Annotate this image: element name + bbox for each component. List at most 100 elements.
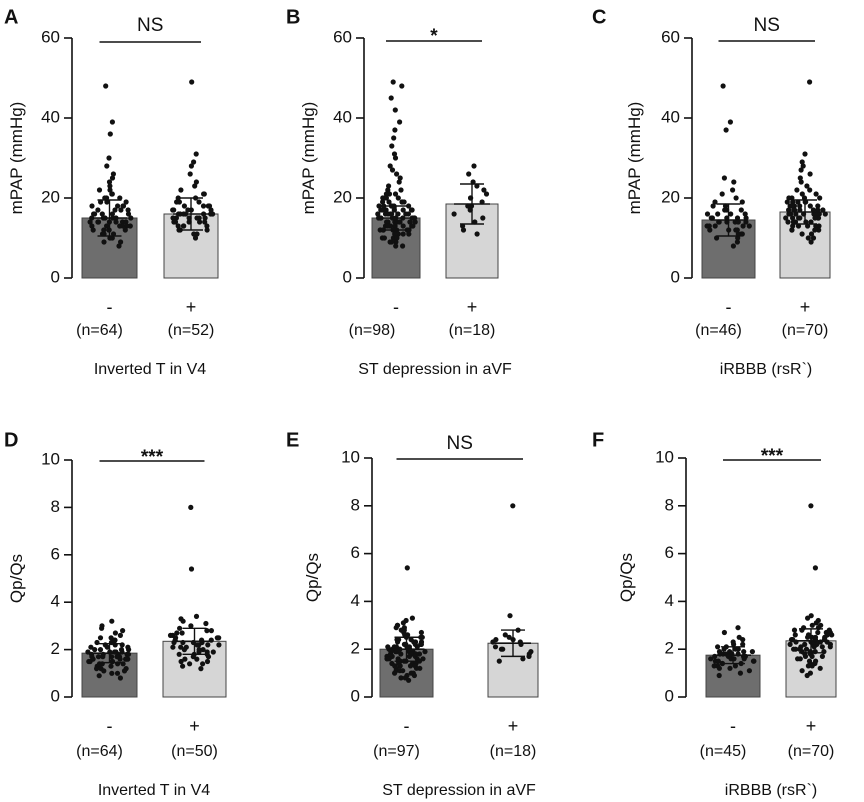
data-point-c-positive <box>815 203 821 209</box>
data-point-e-negative <box>386 656 392 662</box>
y-axis-title-a: mPAP (mmHg) <box>7 102 26 215</box>
data-point-c-negative <box>735 231 741 237</box>
data-point-c-positive <box>807 171 813 177</box>
data-point-b-negative <box>397 219 403 225</box>
data-point-b-negative <box>394 171 400 177</box>
data-point-a-positive <box>201 191 207 197</box>
y-tick-label-d-8: 8 <box>51 497 60 516</box>
data-point-a-positive <box>191 231 197 237</box>
data-point-c-positive <box>810 235 817 241</box>
data-point-c-positive <box>785 219 791 225</box>
data-point-c-positive <box>804 183 810 189</box>
data-point-c-positive <box>784 199 790 205</box>
category-label-c-0: - <box>726 297 732 317</box>
data-point-a-negative <box>96 187 103 193</box>
data-point-e-negative <box>395 639 401 645</box>
data-point-d-positive <box>181 647 187 653</box>
data-point-d-positive <box>205 654 212 660</box>
y-tick-label-a-20: 20 <box>41 187 60 206</box>
data-point-b-negative <box>386 199 392 205</box>
data-point-e-positive <box>506 634 512 640</box>
n-label-a-0: (n=64) <box>76 322 123 339</box>
data-point-e-negative <box>398 651 404 657</box>
data-point-a-negative <box>109 191 115 197</box>
data-point-a-positive <box>193 151 199 157</box>
data-point-a-negative <box>95 207 101 213</box>
n-label-d-0: (n=64) <box>76 743 123 760</box>
data-point-c-positive <box>807 187 813 193</box>
data-point-a-negative <box>113 219 119 225</box>
data-point-e-negative <box>413 665 420 671</box>
data-point-c-positive <box>812 215 818 221</box>
data-point-b-negative <box>385 223 391 229</box>
data-point-a-positive <box>204 227 210 233</box>
data-point-c-positive <box>799 191 805 197</box>
data-point-c-negative <box>727 119 734 125</box>
significance-label-d: *** <box>141 447 164 468</box>
n-label-e-1: (n=18) <box>490 743 537 760</box>
data-point-f-positive <box>805 615 811 621</box>
y-tick-label-f-2: 2 <box>665 639 674 658</box>
data-point-b-negative <box>380 207 386 213</box>
data-point-d-negative <box>97 635 104 641</box>
data-point-b-negative <box>398 187 404 193</box>
data-point-d-positive <box>179 630 185 636</box>
n-label-b-0: (n=98) <box>349 322 396 339</box>
data-point-c-negative <box>707 227 713 233</box>
data-point-b-negative <box>392 107 398 113</box>
data-point-f-positive <box>819 653 826 660</box>
data-point-e-positive <box>500 646 506 652</box>
data-point-a-positive <box>208 207 214 213</box>
data-point-f-negative <box>711 663 717 669</box>
data-point-c-negative <box>734 227 740 233</box>
data-point-e-positive <box>496 658 502 664</box>
data-point-c-positive <box>808 219 814 225</box>
data-point-f-positive <box>813 620 819 626</box>
data-point-a-positive <box>175 223 181 229</box>
data-point-a-positive <box>188 163 194 169</box>
data-point-b-negative <box>399 83 405 89</box>
y-tick-label-e-8: 8 <box>351 495 360 514</box>
y-tick-label-e-2: 2 <box>351 639 360 658</box>
data-point-f-negative <box>732 663 739 669</box>
data-point-d-negative <box>124 656 130 662</box>
data-point-a-positive <box>197 219 203 225</box>
data-point-d-positive <box>180 663 186 669</box>
data-point-c-negative <box>730 243 737 249</box>
data-point-c-positive <box>786 195 792 201</box>
data-point-a-negative <box>117 223 123 229</box>
data-point-c-negative <box>712 223 718 229</box>
y-axis-title-f: Qp/Qs <box>617 553 636 602</box>
data-point-c-negative <box>719 191 725 197</box>
data-point-c-positive <box>798 179 804 185</box>
data-point-c-positive <box>799 159 805 165</box>
data-point-d-positive <box>204 658 211 665</box>
data-point-b-negative <box>388 95 394 101</box>
data-point-d-negative <box>126 647 132 653</box>
data-point-b-negative <box>395 195 401 201</box>
data-point-b-negative <box>408 207 414 213</box>
data-point-c-positive <box>789 227 795 233</box>
data-point-f-negative <box>746 668 753 674</box>
y-tick-label-e-10: 10 <box>341 447 360 466</box>
data-point-c-negative <box>731 179 737 185</box>
y-tick-label-c-60: 60 <box>661 27 680 46</box>
data-point-d-positive <box>177 625 183 631</box>
data-point-a-positive <box>210 211 216 217</box>
data-point-c-negative <box>738 207 744 213</box>
data-point-b-negative <box>383 191 389 197</box>
data-point-f-negative <box>708 656 714 662</box>
data-point-f-positive <box>811 644 817 650</box>
data-point-a-negative <box>123 199 129 205</box>
data-point-b-negative <box>406 231 412 237</box>
data-point-a-positive <box>181 203 187 209</box>
data-point-e-negative <box>418 634 424 640</box>
data-point-b-positive <box>472 219 478 225</box>
data-point-c-positive <box>816 227 822 233</box>
data-point-a-negative <box>101 239 107 245</box>
data-point-b-negative <box>395 231 401 237</box>
data-point-e-negative <box>418 629 424 636</box>
y-tick-label-d-10: 10 <box>41 449 60 468</box>
data-point-a-positive <box>178 187 184 193</box>
data-point-d-negative <box>117 656 123 662</box>
